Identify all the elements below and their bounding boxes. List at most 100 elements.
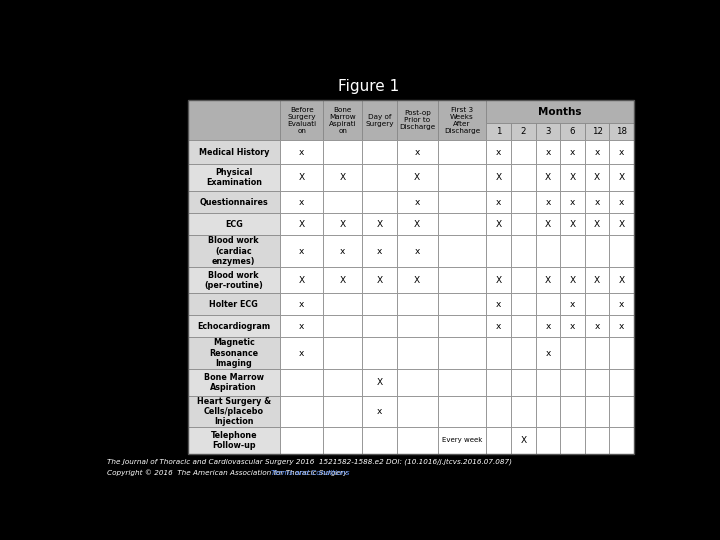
Text: x: x: [570, 322, 575, 331]
Bar: [362, 235, 397, 267]
Bar: [609, 164, 634, 191]
Bar: [536, 315, 560, 338]
Bar: [188, 213, 280, 235]
Bar: [438, 293, 487, 315]
Bar: [487, 395, 511, 427]
Bar: [560, 338, 585, 369]
Bar: [560, 427, 585, 454]
Bar: [536, 369, 560, 395]
Text: x: x: [299, 322, 305, 331]
Bar: [323, 235, 362, 267]
Text: X: X: [495, 173, 502, 182]
Bar: [511, 293, 536, 315]
Bar: [188, 164, 280, 191]
Text: X: X: [594, 220, 600, 229]
Bar: [362, 100, 397, 140]
Bar: [585, 369, 609, 395]
Text: x: x: [340, 247, 346, 256]
Bar: [585, 123, 609, 140]
Text: Telephone
Follow-up: Telephone Follow-up: [210, 431, 257, 450]
Text: X: X: [545, 276, 551, 285]
Bar: [397, 140, 438, 164]
Bar: [511, 369, 536, 395]
Text: x: x: [496, 198, 501, 207]
Text: x: x: [570, 198, 575, 207]
Bar: [609, 267, 634, 293]
Bar: [511, 191, 536, 213]
Bar: [609, 315, 634, 338]
Bar: [560, 123, 585, 140]
Bar: [438, 395, 487, 427]
Bar: [188, 235, 280, 267]
Bar: [397, 235, 438, 267]
Text: Day of
Surgery: Day of Surgery: [365, 114, 394, 127]
Bar: [362, 267, 397, 293]
Bar: [397, 427, 438, 454]
Bar: [280, 164, 323, 191]
Bar: [397, 315, 438, 338]
Text: Bone Marrow
Aspiration: Bone Marrow Aspiration: [204, 373, 264, 392]
Bar: [323, 100, 362, 140]
Text: Questionnaires: Questionnaires: [199, 198, 268, 207]
Bar: [511, 140, 536, 164]
Text: X: X: [414, 276, 420, 285]
Text: x: x: [377, 247, 382, 256]
Bar: [362, 164, 397, 191]
Bar: [362, 213, 397, 235]
Bar: [609, 191, 634, 213]
Bar: [609, 293, 634, 315]
Bar: [560, 267, 585, 293]
Bar: [188, 315, 280, 338]
Text: X: X: [340, 220, 346, 229]
Bar: [536, 293, 560, 315]
Bar: [585, 213, 609, 235]
Bar: [585, 338, 609, 369]
Bar: [323, 338, 362, 369]
Bar: [188, 338, 280, 369]
Bar: [536, 123, 560, 140]
Bar: [188, 100, 280, 140]
Bar: [438, 213, 487, 235]
Text: x: x: [496, 147, 501, 157]
Bar: [397, 213, 438, 235]
Bar: [397, 267, 438, 293]
Text: X: X: [377, 276, 382, 285]
Text: X: X: [618, 276, 625, 285]
Bar: [560, 369, 585, 395]
Text: Months: Months: [539, 106, 582, 117]
Bar: [362, 369, 397, 395]
Text: x: x: [496, 322, 501, 331]
Text: Copyright © 2016  The American Association for Thoracic Surgery: Copyright © 2016 The American Associatio…: [107, 469, 349, 476]
Text: X: X: [495, 276, 502, 285]
Bar: [188, 395, 280, 427]
Bar: [323, 293, 362, 315]
Bar: [560, 164, 585, 191]
Bar: [362, 293, 397, 315]
Text: x: x: [377, 407, 382, 416]
Bar: [536, 140, 560, 164]
Bar: [362, 395, 397, 427]
Bar: [609, 369, 634, 395]
Bar: [280, 267, 323, 293]
Bar: [487, 235, 511, 267]
Text: x: x: [299, 147, 305, 157]
Bar: [487, 164, 511, 191]
Bar: [438, 315, 487, 338]
Bar: [397, 395, 438, 427]
Bar: [323, 427, 362, 454]
Bar: [585, 191, 609, 213]
Bar: [560, 293, 585, 315]
Text: X: X: [618, 220, 625, 229]
Bar: [397, 191, 438, 213]
Bar: [188, 140, 280, 164]
Bar: [609, 427, 634, 454]
Text: X: X: [414, 173, 420, 182]
Text: 18: 18: [616, 127, 627, 136]
Bar: [585, 395, 609, 427]
Bar: [487, 267, 511, 293]
Bar: [560, 140, 585, 164]
Text: 2: 2: [521, 127, 526, 136]
Text: x: x: [415, 247, 420, 256]
Bar: [188, 100, 634, 454]
Bar: [511, 427, 536, 454]
